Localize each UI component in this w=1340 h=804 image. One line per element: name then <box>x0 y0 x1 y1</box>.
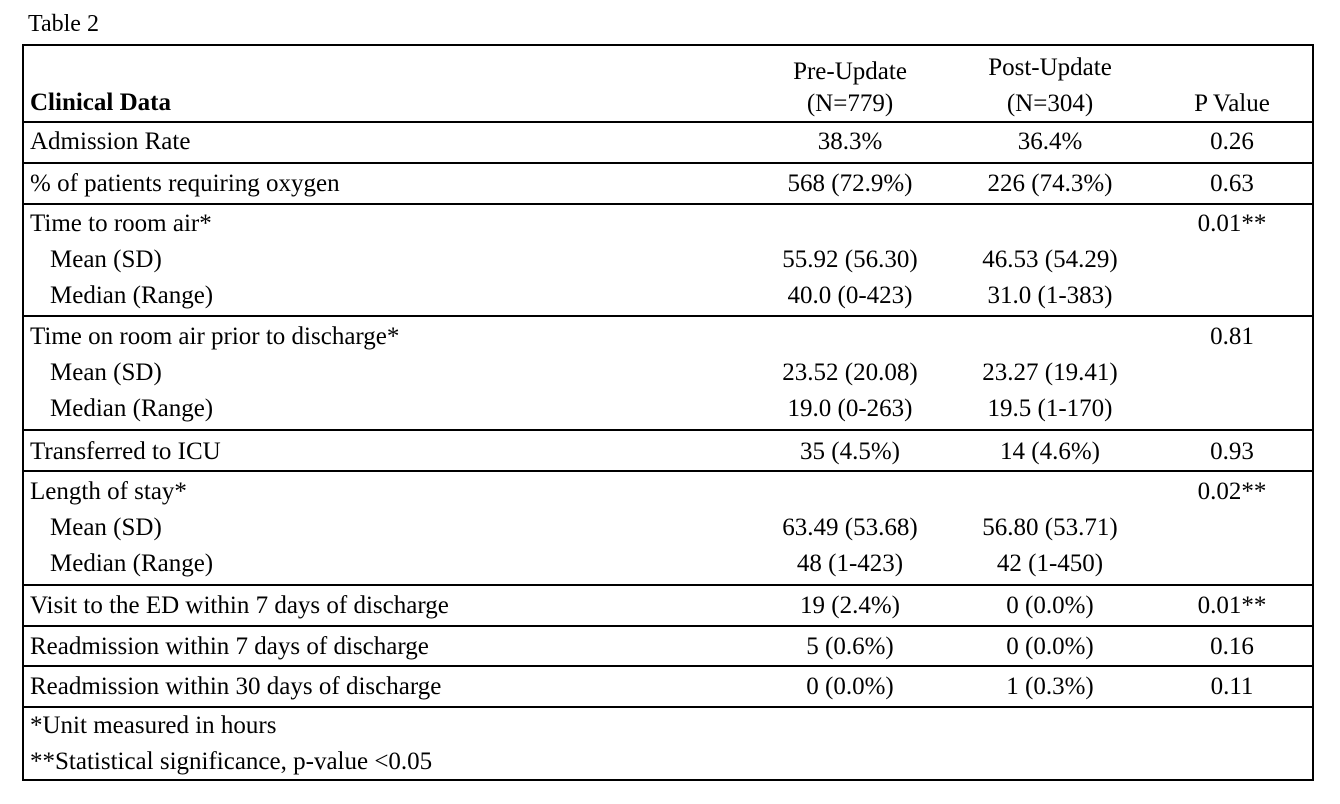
row-label: Length of stay* <box>30 478 187 505</box>
sub-row-label: Median (Range) <box>50 282 214 309</box>
p-value: 0.16 <box>1210 633 1254 660</box>
table-row: Readmission within 30 days of discharge … <box>24 667 1312 708</box>
post-value: 23.27 (19.41) <box>982 359 1118 386</box>
row-label: Transferred to ICU <box>30 438 221 465</box>
p-value: 0.81 <box>1210 323 1254 350</box>
p-value: 0.63 <box>1210 170 1254 197</box>
sub-row-label: Median (Range) <box>50 550 214 577</box>
sub-row-label: Mean (SD) <box>50 359 162 386</box>
pre-value: 48 (1-423) <box>796 550 904 577</box>
sub-row-label: Mean (SD) <box>50 246 162 273</box>
row-label: Visit to the ED within 7 days of dischar… <box>30 592 449 619</box>
clinical-data-table: Clinical Data Pre-Update (N=779) Post-Up… <box>22 44 1314 781</box>
row-label: Time to room air* <box>30 210 212 237</box>
row-label: % of patients requiring oxygen <box>30 170 340 197</box>
post-value: 14 (4.6%) <box>1000 438 1100 465</box>
pre-value: 0 (0.0%) <box>806 673 894 700</box>
p-value: 0.01** <box>1197 210 1267 237</box>
footnote: **Statistical significance, p-value <0.0… <box>30 748 433 775</box>
header-p-value: P Value <box>1194 90 1270 117</box>
table-row: Readmission within 7 days of discharge 5… <box>24 627 1312 667</box>
table-row: Time on room air prior to discharge* 0.8… <box>24 317 1312 431</box>
table-row: Admission Rate 38.3% 36.4% 0.26 <box>24 123 1312 164</box>
post-value: 0 (0.0%) <box>1006 592 1094 619</box>
pre-value: 23.52 (20.08) <box>782 359 918 386</box>
header-clinical-data: Clinical Data <box>30 89 171 116</box>
row-label: Readmission within 7 days of discharge <box>30 633 429 660</box>
post-value: 1 (0.3%) <box>1006 673 1094 700</box>
table-header-row: Clinical Data Pre-Update (N=779) Post-Up… <box>24 46 1312 123</box>
pre-value: 19.0 (0-263) <box>787 395 913 422</box>
table-caption: Table 2 <box>28 11 99 37</box>
pre-value: 38.3% <box>817 128 883 155</box>
footnote: *Unit measured in hours <box>30 712 277 739</box>
post-value: 226 (74.3%) <box>987 170 1113 197</box>
header-pre-update-n: (N=779) <box>806 90 894 117</box>
post-value: 42 (1-450) <box>996 550 1104 577</box>
post-value: 46.53 (54.29) <box>982 246 1118 273</box>
post-value: 36.4% <box>1017 128 1083 155</box>
p-value: 0.26 <box>1210 128 1254 155</box>
post-value: 31.0 (1-383) <box>987 282 1113 309</box>
post-value: 56.80 (53.71) <box>982 514 1118 541</box>
sub-row-label: Mean (SD) <box>50 514 162 541</box>
row-label: Readmission within 30 days of discharge <box>30 673 442 700</box>
row-label: Time on room air prior to discharge* <box>30 323 400 350</box>
p-value: 0.11 <box>1210 673 1254 700</box>
pre-value: 568 (72.9%) <box>787 170 913 197</box>
pre-value: 19 (2.4%) <box>800 592 900 619</box>
post-value: 19.5 (1-170) <box>987 395 1113 422</box>
row-label: Admission Rate <box>30 128 191 155</box>
table-row: Transferred to ICU 35 (4.5%) 14 (4.6%) 0… <box>24 431 1312 472</box>
table-row: Time to room air* 0.01** Mean (SD) 55.92… <box>24 205 1312 317</box>
table-footnotes: *Unit measured in hours **Statistical si… <box>24 708 1312 781</box>
table-row: Length of stay* 0.02** Mean (SD) 63.49 (… <box>24 472 1312 586</box>
pre-value: 5 (0.6%) <box>806 633 894 660</box>
header-post-update: Post-Update <box>988 54 1112 81</box>
pre-value: 35 (4.5%) <box>800 438 900 465</box>
p-value: 0.02** <box>1197 478 1267 505</box>
p-value: 0.93 <box>1210 438 1254 465</box>
pre-value: 55.92 (56.30) <box>782 246 918 273</box>
sub-row-label: Median (Range) <box>50 395 214 422</box>
pre-value: 40.0 (0-423) <box>787 282 913 309</box>
p-value: 0.01** <box>1197 592 1267 619</box>
post-value: 0 (0.0%) <box>1006 633 1094 660</box>
table-row: % of patients requiring oxygen 568 (72.9… <box>24 164 1312 205</box>
header-pre-update: Pre-Update <box>793 58 907 85</box>
table-row: Visit to the ED within 7 days of dischar… <box>24 586 1312 627</box>
header-post-update-n: (N=304) <box>1006 90 1094 117</box>
pre-value: 63.49 (53.68) <box>782 514 918 541</box>
